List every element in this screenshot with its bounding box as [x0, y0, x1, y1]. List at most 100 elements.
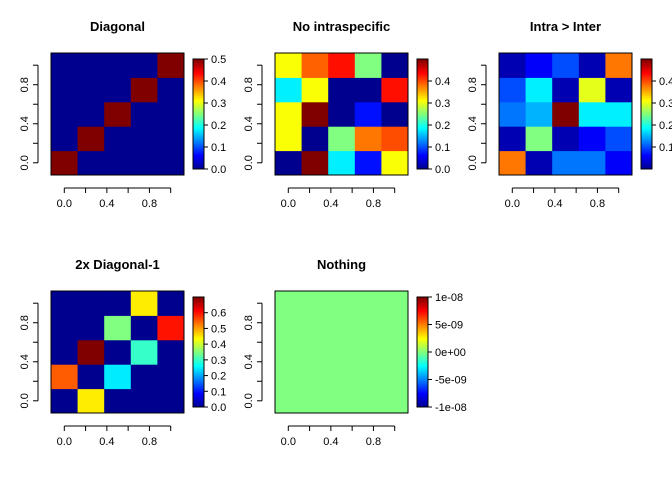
x-tick-label: 0.4: [99, 436, 114, 448]
heatmap-cell: [578, 77, 606, 103]
colorbar-segment: [193, 92, 204, 95]
heatmap-cell: [77, 339, 105, 365]
colorbar-segment: [641, 145, 652, 148]
y-tick-label: 0.0: [243, 155, 255, 170]
heatmap-cell: [130, 388, 158, 414]
colorbar-tick-label: 0.3: [659, 98, 672, 110]
heatmap-cell: [157, 388, 185, 414]
colorbar-segment: [417, 337, 428, 340]
colorbar-segment: [193, 377, 204, 380]
colorbar-tick-label: 0.0: [211, 402, 226, 414]
colorbar-segment: [193, 103, 204, 106]
colorbar-segment: [417, 145, 428, 148]
colorbar-segment: [193, 330, 204, 333]
x-tick-label: 0.0: [505, 198, 520, 210]
heatmap-cell: [381, 364, 409, 390]
colorbar-segment: [193, 342, 204, 346]
heatmap-cell: [605, 77, 633, 103]
colorbar-segment: [417, 156, 428, 159]
heatmap-cell: [499, 126, 527, 152]
heatmap-cell: [77, 388, 105, 414]
colorbar-segment: [641, 148, 652, 152]
colorbar-tick-label: 0.2: [211, 371, 226, 383]
heatmap-cell: [301, 77, 329, 103]
heatmap-cell: [51, 101, 79, 127]
colorbar-segment: [417, 392, 428, 395]
heatmap-cell: [381, 101, 409, 127]
colorbar-segment: [417, 143, 428, 146]
colorbar-tick-label: 0.6: [211, 308, 226, 320]
colorbar-segment: [193, 60, 204, 64]
colorbar-segment: [641, 115, 652, 119]
colorbar-frame: [640, 58, 653, 170]
colorbar-segment: [641, 128, 652, 131]
colorbar-segment: [417, 112, 428, 115]
colorbar-segment: [641, 73, 652, 76]
heatmap-cell: [157, 53, 185, 78]
heatmap-cell: [328, 77, 356, 103]
colorbar-segment: [417, 324, 428, 327]
colorbar-segment: [417, 319, 428, 322]
colorbar-segment: [417, 165, 428, 168]
heatmap-cell: [51, 53, 79, 78]
colorbar-segment: [417, 405, 428, 408]
colorbar-segment: [641, 167, 652, 170]
colorbar-segment: [193, 123, 204, 126]
heatmap-cell: [275, 77, 303, 103]
heatmap-cell: [354, 315, 382, 341]
heatmap-cell: [130, 339, 158, 365]
colorbar-frame: [192, 296, 205, 408]
heatmap-cell: [130, 77, 158, 103]
colorbar-segment: [417, 117, 428, 120]
colorbar-segment: [417, 306, 428, 309]
colorbar-segment: [193, 366, 204, 369]
x-tick-label: 0.0: [281, 198, 296, 210]
colorbar-segment: [193, 297, 204, 300]
colorbar-segment: [193, 326, 204, 329]
colorbar-segment: [193, 352, 204, 355]
heatmap-cell: [525, 77, 553, 103]
colorbar-segment: [417, 81, 428, 84]
colorbar-segment: [193, 304, 204, 307]
colorbar-segment: [641, 79, 652, 82]
colorbar-segment: [417, 161, 428, 164]
colorbar-segment: [417, 132, 428, 135]
colorbar-segment: [193, 71, 204, 75]
colorbar-segment: [641, 77, 652, 80]
y-tick-label: 0.8: [467, 77, 479, 92]
colorbar-segment: [641, 95, 652, 98]
colorbar-segment: [641, 136, 652, 139]
colorbar-segment: [417, 88, 428, 91]
heatmap-cell: [275, 388, 303, 414]
heatmap-cell: [130, 101, 158, 127]
colorbar-segment: [417, 300, 428, 303]
colorbar-segment: [417, 150, 428, 153]
heatmap-cell: [499, 53, 527, 78]
colorbar-tick-label: 0e+00: [435, 347, 466, 359]
colorbar-segment: [641, 93, 652, 97]
colorbar-segment: [417, 106, 428, 109]
colorbar-segment: [417, 136, 428, 139]
colorbar-segment: [641, 82, 652, 86]
colorbar-tick-label: 0.3: [211, 98, 226, 110]
colorbar-segment: [417, 77, 428, 80]
heatmap-cell: [552, 77, 580, 103]
colorbar-segment: [417, 361, 428, 364]
heatmap-cell: [275, 364, 303, 390]
heatmap-cell: [130, 126, 158, 152]
colorbar-segment: [193, 88, 204, 91]
colorbar-segment: [417, 313, 428, 316]
colorbar-tick-label: 1e-08: [435, 292, 463, 304]
colorbar-segment: [193, 405, 204, 408]
colorbar-tick-label: 0.1: [435, 142, 450, 154]
colorbar-segment: [193, 350, 204, 353]
x-tick-label: 0.8: [366, 436, 381, 448]
heatmap-cell: [354, 150, 382, 176]
heatmap-cell: [605, 126, 633, 152]
colorbar-segment: [193, 167, 204, 170]
colorbar-segment: [417, 375, 428, 379]
colorbar-segment: [417, 167, 428, 170]
plot-frame: [50, 52, 185, 176]
colorbar-segment: [193, 302, 204, 305]
